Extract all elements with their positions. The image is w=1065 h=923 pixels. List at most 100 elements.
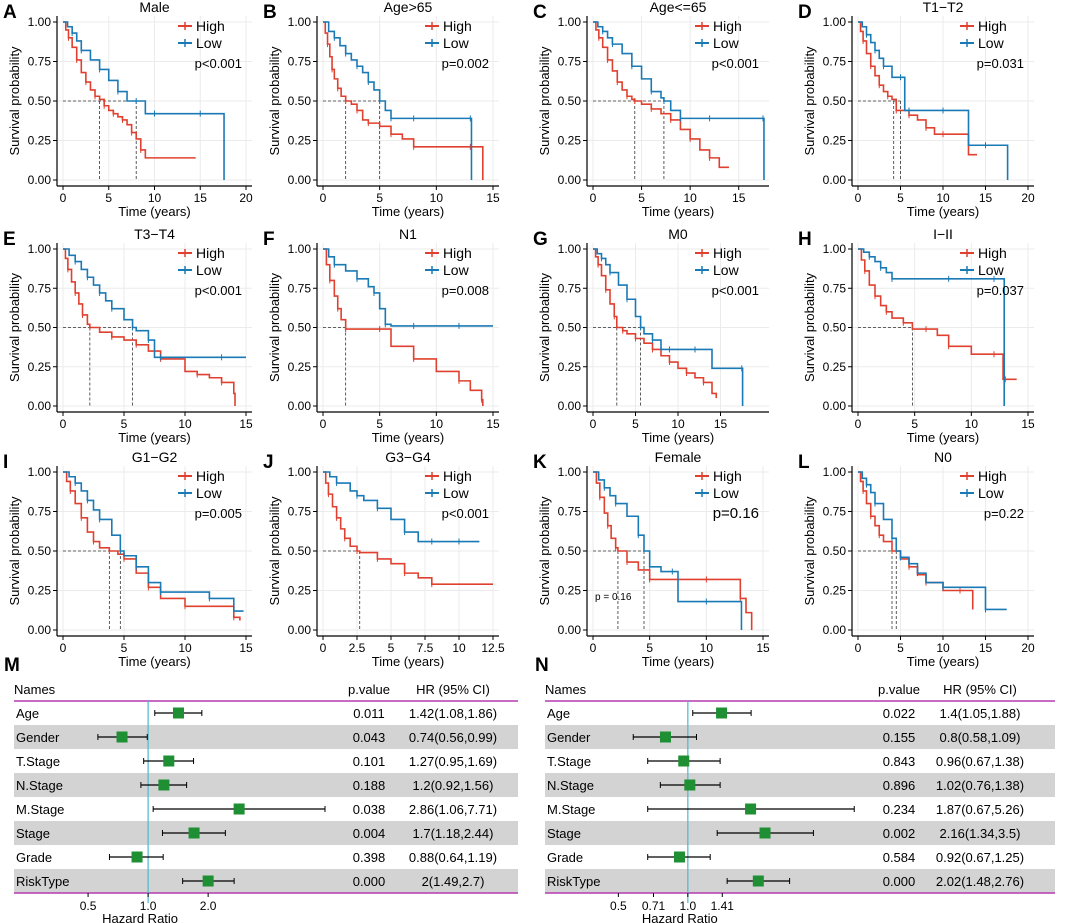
row-pvalue: 0.398 bbox=[353, 850, 386, 865]
km-panel-b: 0.00 0.25 0.50 0.75 1.00 0 5 10 15 Time (years) Su… bbox=[263, 0, 500, 219]
x-axis-title: Time (years) bbox=[642, 654, 714, 669]
p-value-annotation: p = 0.16 bbox=[595, 592, 632, 603]
row-hr-ci: 2.86(1.06,7.71) bbox=[409, 802, 497, 817]
km-curve-low bbox=[63, 21, 225, 180]
y-tick-label: 0.00 bbox=[823, 173, 847, 187]
x-tick-label: 10 bbox=[936, 641, 950, 655]
y-tick-label: 0.75 bbox=[823, 281, 847, 295]
x-tick-label: 15 bbox=[486, 417, 500, 431]
x-tick-label: 1.41 bbox=[711, 899, 735, 913]
x-tick-label: 10 bbox=[671, 417, 685, 431]
hr-point bbox=[188, 827, 200, 839]
panel-title: Age>65 bbox=[384, 0, 433, 15]
x-tick-label: 0 bbox=[60, 191, 67, 205]
y-tick-label: 0.25 bbox=[28, 134, 52, 148]
legend-label-low: Low bbox=[443, 485, 470, 501]
header-names: Names bbox=[14, 682, 56, 697]
legend-label-low: Low bbox=[978, 485, 1005, 501]
x-axis-title: Time (years) bbox=[118, 430, 190, 445]
y-tick-label: 1.00 bbox=[28, 465, 52, 479]
y-axis-title: Survival probability bbox=[537, 496, 552, 606]
y-tick-label: 0.50 bbox=[288, 544, 312, 558]
row-pvalue: 0.843 bbox=[883, 754, 916, 769]
panel-title: I−II bbox=[933, 226, 953, 242]
y-tick-label: 0.50 bbox=[288, 321, 312, 335]
forest-panel-n: N Names p.value HR (95% CI) Age 0.022 1.4(1.05… bbox=[535, 655, 1055, 923]
y-axis-title: Survival probability bbox=[267, 496, 282, 606]
km-curve-high bbox=[323, 21, 484, 180]
x-tick-label: 0 bbox=[320, 191, 327, 205]
x-tick-label: 0 bbox=[60, 417, 67, 431]
x-tick-label: 5 bbox=[638, 191, 645, 205]
p-value-label: p=0.16 bbox=[713, 505, 759, 522]
row-hr-ci: 0.92(0.67,1.25) bbox=[936, 850, 1024, 865]
row-pvalue: 0.002 bbox=[883, 826, 916, 841]
y-tick-label: 1.00 bbox=[823, 465, 847, 479]
km-panel-h: 0.00 0.25 0.50 0.75 1.00 0 5 10 15 Time (years) Su… bbox=[798, 226, 1035, 445]
x-tick-label: 0 bbox=[855, 417, 862, 431]
hr-point bbox=[163, 755, 175, 767]
panel-letter: H bbox=[798, 229, 812, 250]
km-curve-low bbox=[593, 471, 743, 630]
hr-point bbox=[659, 731, 671, 743]
y-tick-label: 0.00 bbox=[823, 623, 847, 637]
km-curve-low bbox=[63, 248, 246, 359]
x-tick-label: 15 bbox=[979, 191, 993, 205]
legend-label-low: Low bbox=[978, 262, 1005, 278]
y-tick-label: 0.00 bbox=[288, 173, 312, 187]
x-tick-label: 12.5 bbox=[481, 641, 505, 655]
hr-point bbox=[673, 851, 685, 863]
row-band bbox=[14, 869, 518, 893]
y-axis-title: Survival probability bbox=[802, 272, 817, 382]
x-tick-label: 0 bbox=[590, 191, 597, 205]
panel-letter: K bbox=[533, 452, 547, 473]
x-tick-label: 10 bbox=[965, 417, 979, 431]
legend-label-low: Low bbox=[713, 485, 740, 501]
y-axis-title: Survival probability bbox=[7, 46, 22, 156]
legend-label-high: High bbox=[196, 245, 225, 261]
y-tick-label: 0.75 bbox=[288, 281, 312, 295]
panel-letter: E bbox=[3, 229, 16, 250]
km-panel-j: 0.00 0.25 0.50 0.75 1.00 0 2.5 5 7.5 10 12.5 Time (… bbox=[263, 449, 505, 669]
x-tick-label: 0 bbox=[320, 641, 327, 655]
y-tick-label: 0.50 bbox=[558, 94, 582, 108]
y-tick-label: 0.25 bbox=[288, 134, 312, 148]
y-tick-label: 1.00 bbox=[823, 15, 847, 29]
row-name: Gender bbox=[16, 730, 60, 745]
y-tick-label: 0.50 bbox=[823, 321, 847, 335]
y-tick-label: 0.25 bbox=[28, 360, 52, 374]
y-tick-label: 0.50 bbox=[823, 94, 847, 108]
x-tick-label: 0 bbox=[855, 641, 862, 655]
y-tick-label: 0.75 bbox=[823, 55, 847, 69]
x-tick-label: 15 bbox=[714, 417, 728, 431]
hr-point bbox=[678, 755, 690, 767]
x-tick-label: 20 bbox=[1021, 641, 1035, 655]
y-tick-label: 1.00 bbox=[558, 242, 582, 256]
y-tick-label: 0.25 bbox=[823, 360, 847, 374]
x-tick-label: 7.5 bbox=[417, 641, 434, 655]
row-hr-ci: 0.74(0.56,0.99) bbox=[409, 730, 497, 745]
y-tick-label: 0.25 bbox=[288, 584, 312, 598]
x-tick-label: 5 bbox=[632, 417, 639, 431]
y-tick-label: 0.75 bbox=[288, 505, 312, 519]
x-tick-label: 20 bbox=[1021, 191, 1035, 205]
y-tick-label: 1.00 bbox=[823, 242, 847, 256]
row-band bbox=[14, 821, 518, 845]
legend-label-high: High bbox=[978, 245, 1007, 261]
y-tick-label: 1.00 bbox=[288, 15, 312, 29]
x-tick-label: 10 bbox=[700, 641, 714, 655]
row-hr-ci: 0.96(0.67,1.38) bbox=[936, 754, 1024, 769]
legend-label-high: High bbox=[713, 245, 742, 261]
panel-letter: C bbox=[533, 2, 547, 23]
x-tick-label: 15 bbox=[194, 191, 208, 205]
x-axis-title: Time (years) bbox=[907, 654, 979, 669]
panel-title: T1−T2 bbox=[923, 0, 964, 15]
row-name: N.Stage bbox=[547, 778, 594, 793]
y-tick-label: 1.00 bbox=[558, 465, 582, 479]
legend-label-low: Low bbox=[196, 262, 223, 278]
y-tick-label: 0.75 bbox=[28, 281, 52, 295]
hr-point bbox=[233, 803, 245, 815]
y-axis-title: Survival probability bbox=[7, 496, 22, 606]
